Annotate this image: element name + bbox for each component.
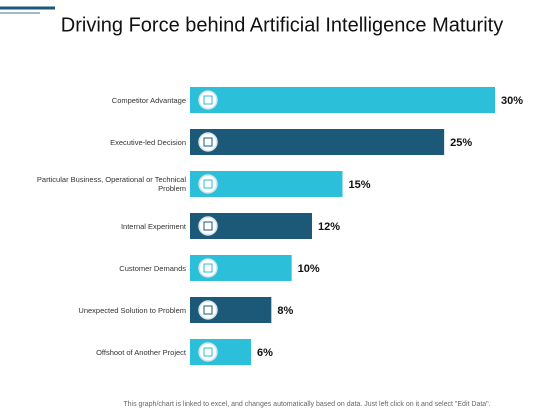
bar bbox=[190, 87, 495, 113]
bar-icon bbox=[198, 216, 218, 236]
bar-icon bbox=[198, 132, 218, 152]
bar-icon-glyph bbox=[203, 179, 213, 189]
chart-title: Driving Force behind Artificial Intellig… bbox=[61, 14, 503, 36]
bar bbox=[190, 129, 445, 155]
bar-icon-glyph bbox=[203, 221, 213, 231]
category-label: Particular Business, Operational or Tech… bbox=[36, 175, 186, 193]
bar-icon bbox=[198, 174, 218, 194]
value-label: 15% bbox=[349, 179, 371, 191]
category-label: Unexpected Solution to Problem bbox=[78, 305, 186, 315]
bar-icon-glyph bbox=[203, 263, 213, 273]
value-label: 6% bbox=[257, 347, 273, 359]
category-label: Internal Experiment bbox=[120, 221, 186, 231]
value-label: 10% bbox=[298, 263, 320, 275]
bar-icon-glyph bbox=[203, 347, 213, 357]
value-label: 25% bbox=[450, 137, 472, 149]
bar-icon bbox=[198, 258, 218, 278]
bar-icon bbox=[198, 300, 218, 320]
bar-icon bbox=[198, 90, 218, 110]
category-label: Competitor Advantage bbox=[111, 95, 186, 105]
footnote: This graph/chart is linked to excel, and… bbox=[123, 401, 490, 408]
category-label: Customer Demands bbox=[119, 263, 186, 273]
bar-icon-glyph bbox=[203, 137, 213, 147]
bar-icon bbox=[198, 342, 218, 362]
category-label: Offshoot of Another Project bbox=[96, 347, 186, 357]
value-label: 30% bbox=[501, 95, 523, 107]
value-label: 12% bbox=[318, 221, 340, 233]
bar-icon-glyph bbox=[203, 305, 213, 315]
category-label: Executive-led Decision bbox=[110, 137, 186, 147]
bar-icon-glyph bbox=[203, 95, 213, 105]
value-label: 8% bbox=[277, 305, 293, 317]
